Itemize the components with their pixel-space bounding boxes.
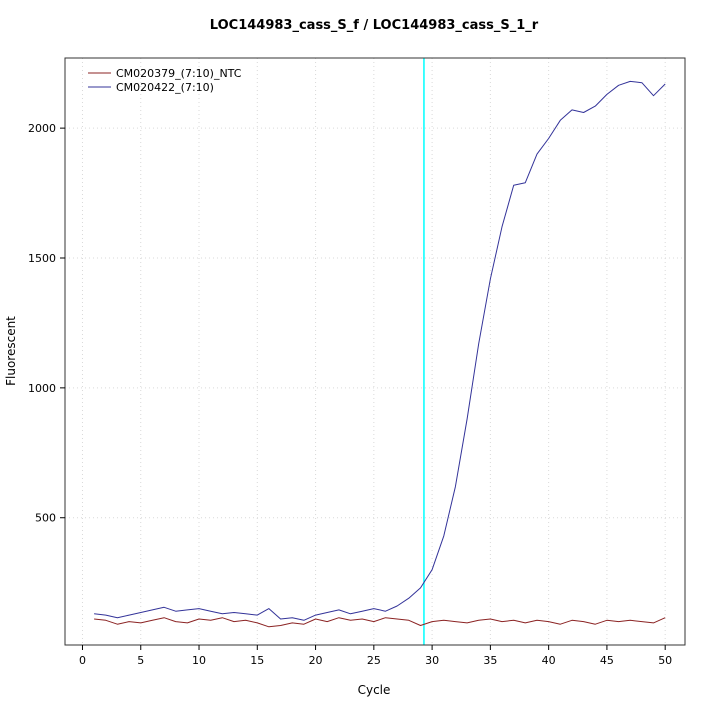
plot-border — [64, 57, 686, 646]
x-tick-label: 20 — [309, 654, 323, 667]
x-tick-label: 40 — [542, 654, 556, 667]
grid-lines — [65, 58, 685, 645]
x-tick-label: 30 — [425, 654, 439, 667]
y-tick-label: 1000 — [28, 382, 56, 395]
legend-label: CM020379_(7:10)_NTC — [116, 67, 242, 80]
legend-label: CM020422_(7:10) — [116, 81, 214, 94]
x-tick-label: 35 — [483, 654, 497, 667]
y-tick-label: 500 — [35, 512, 56, 525]
x-tick-label: 25 — [367, 654, 381, 667]
series-line-1 — [94, 80, 666, 621]
x-tick-label: 50 — [658, 654, 672, 667]
chart-title: LOC144983_cass_S_f / LOC144983_cass_S_1_… — [210, 18, 539, 33]
series-lines — [94, 58, 666, 645]
x-tick-label: 0 — [79, 654, 86, 667]
axes: 0 5 10 15 20 25 30 35 40 45 50 500 1000 1500 2000 — [28, 57, 686, 667]
y-axis-label: Fluorescent — [4, 316, 18, 386]
y-tick-label: 1500 — [28, 252, 56, 265]
series-line-0 — [94, 617, 666, 628]
x-tick-label: 15 — [250, 654, 264, 667]
x-axis-label: Cycle — [358, 683, 391, 697]
y-tick-label: 2000 — [28, 122, 56, 135]
x-tick-label: 45 — [600, 654, 614, 667]
x-tick-label: 10 — [192, 654, 206, 667]
x-tick-label: 5 — [137, 654, 144, 667]
